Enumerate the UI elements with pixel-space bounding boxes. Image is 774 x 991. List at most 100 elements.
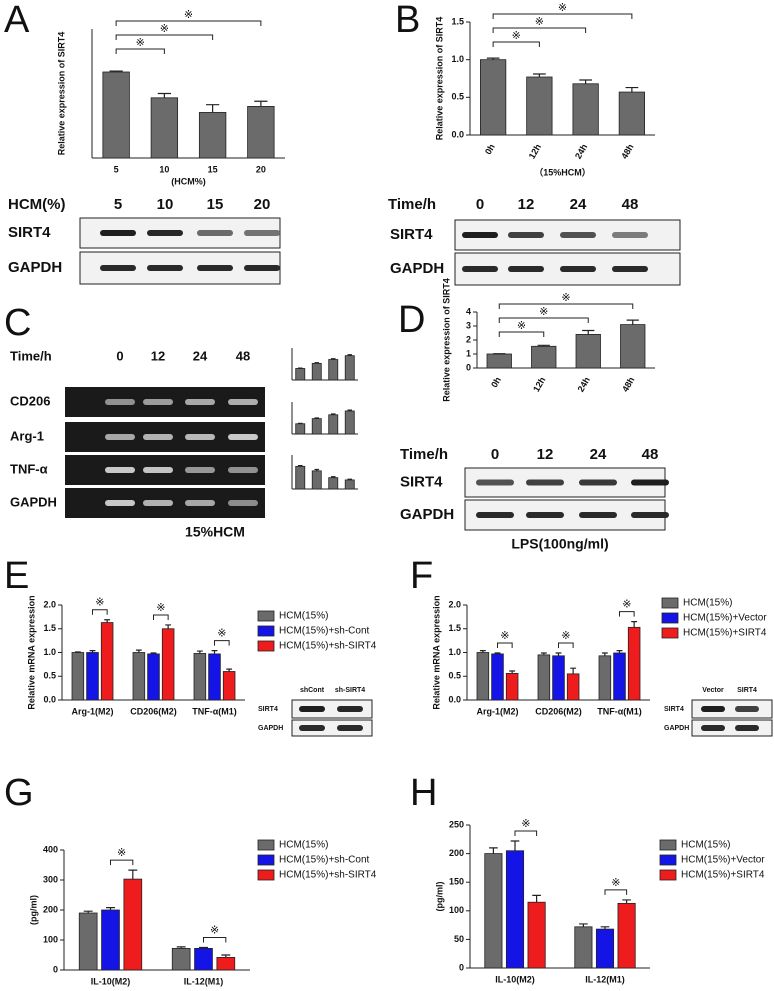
bar	[572, 83, 599, 136]
row-label: GAPDH	[258, 725, 283, 732]
row-label: GAPDH	[390, 260, 444, 277]
error-bar	[601, 652, 608, 656]
row-label: SIRT4	[664, 706, 684, 713]
y-tick-label: 2	[466, 334, 471, 344]
x-tick-label: 0h	[483, 142, 497, 156]
y-tick-label: 1.5	[43, 623, 56, 633]
error-bar	[211, 650, 218, 654]
significance-bracket	[115, 20, 262, 26]
panel-label: G	[4, 772, 34, 814]
significance-bracket	[558, 642, 574, 648]
error-bar	[330, 358, 336, 360]
error-bar	[537, 344, 550, 347]
significance-bracket	[604, 889, 628, 895]
lane-label: 20	[254, 196, 271, 213]
bar	[328, 359, 339, 381]
significance-bracket	[492, 41, 540, 47]
bar	[328, 414, 339, 435]
row-label: GAPDH	[10, 494, 57, 509]
legend-swatch	[661, 597, 679, 609]
significance-label: ※	[521, 818, 530, 830]
error-bar	[494, 652, 501, 654]
error-bar	[625, 86, 639, 93]
error-bar	[165, 624, 172, 629]
legend-swatch	[257, 640, 275, 652]
significance-bracket	[153, 614, 169, 620]
y-tick-label: 3	[466, 320, 471, 330]
blot-band	[612, 266, 648, 272]
legend-label: HCM(15%)+sh-SIRT4	[279, 870, 377, 881]
error-bar	[509, 670, 516, 674]
blot-band	[476, 479, 514, 486]
blot-band	[105, 399, 135, 405]
bar	[193, 653, 207, 701]
lane-label: 24	[570, 196, 587, 213]
blot-band	[228, 500, 258, 506]
lane-label: 12	[537, 446, 554, 463]
legend-swatch	[659, 869, 677, 881]
bar	[198, 112, 227, 159]
lane-label: 12	[518, 196, 535, 213]
lane-label: 48	[236, 348, 250, 363]
legend-label: HCM(15%)+SIRT4	[683, 628, 767, 639]
lane-label: 48	[622, 196, 639, 213]
panel-label: H	[410, 772, 437, 814]
x-tick-label: 20	[256, 164, 266, 174]
bar	[147, 653, 160, 701]
error-bar	[157, 92, 172, 98]
panel-label: B	[395, 0, 420, 41]
blot-band	[560, 266, 596, 272]
lane-label: 10	[157, 196, 174, 213]
error-bar	[631, 621, 638, 628]
legend-label: HCM(15%)+Vector	[683, 613, 767, 624]
error-bar	[579, 923, 588, 927]
lane-label: 15	[207, 196, 224, 213]
error-bar	[510, 840, 520, 851]
blot-band	[299, 706, 325, 712]
blot-band	[299, 725, 325, 731]
bar	[480, 59, 507, 136]
blot-band	[560, 232, 596, 238]
lane-label: Vector	[702, 687, 724, 694]
bar	[161, 628, 175, 701]
y-tick-label: 2.0	[448, 599, 461, 609]
significance-label: ※	[558, 2, 567, 14]
error-bar	[109, 70, 123, 72]
legend-swatch	[257, 625, 275, 637]
x-tick-label: 12h	[527, 142, 543, 160]
x-axis-label: （15%HCM）	[534, 167, 591, 177]
blot-band	[143, 500, 173, 506]
significance-label: ※	[611, 877, 620, 889]
x-tick-label: Arg-1(M2)	[72, 706, 114, 716]
y-axis-label: Relative expression of SIRT4	[56, 32, 66, 156]
bar	[505, 850, 525, 969]
blot-band	[228, 399, 258, 405]
blot-header: HCM(%)	[8, 196, 66, 213]
y-tick-label: 1.0	[43, 647, 56, 657]
error-bar	[570, 667, 577, 674]
bar	[526, 76, 553, 136]
blot-strip	[291, 699, 373, 719]
blot-band	[244, 230, 280, 236]
panel-label: A	[4, 0, 30, 41]
blot-band	[631, 479, 669, 486]
lane-label: shCont	[300, 687, 325, 694]
blot-band	[185, 467, 215, 473]
y-tick-label: 100	[449, 905, 464, 915]
panel-label: E	[4, 555, 29, 597]
blot-band	[337, 706, 363, 712]
row-label: SIRT4	[400, 473, 443, 490]
error-bar	[89, 650, 96, 653]
error-bar	[297, 465, 303, 467]
bar	[344, 355, 355, 381]
bar	[613, 652, 626, 701]
error-bar	[347, 354, 353, 356]
blot-band	[631, 512, 669, 518]
lane-label: 0	[116, 348, 123, 363]
error-bar	[104, 619, 111, 623]
y-tick-label: 0.0	[451, 129, 464, 139]
x-tick-label: TNF-α(M1)	[597, 706, 642, 716]
x-tick-label: 0h	[489, 375, 503, 389]
bar	[150, 97, 179, 159]
y-tick-label: 200	[449, 848, 464, 858]
